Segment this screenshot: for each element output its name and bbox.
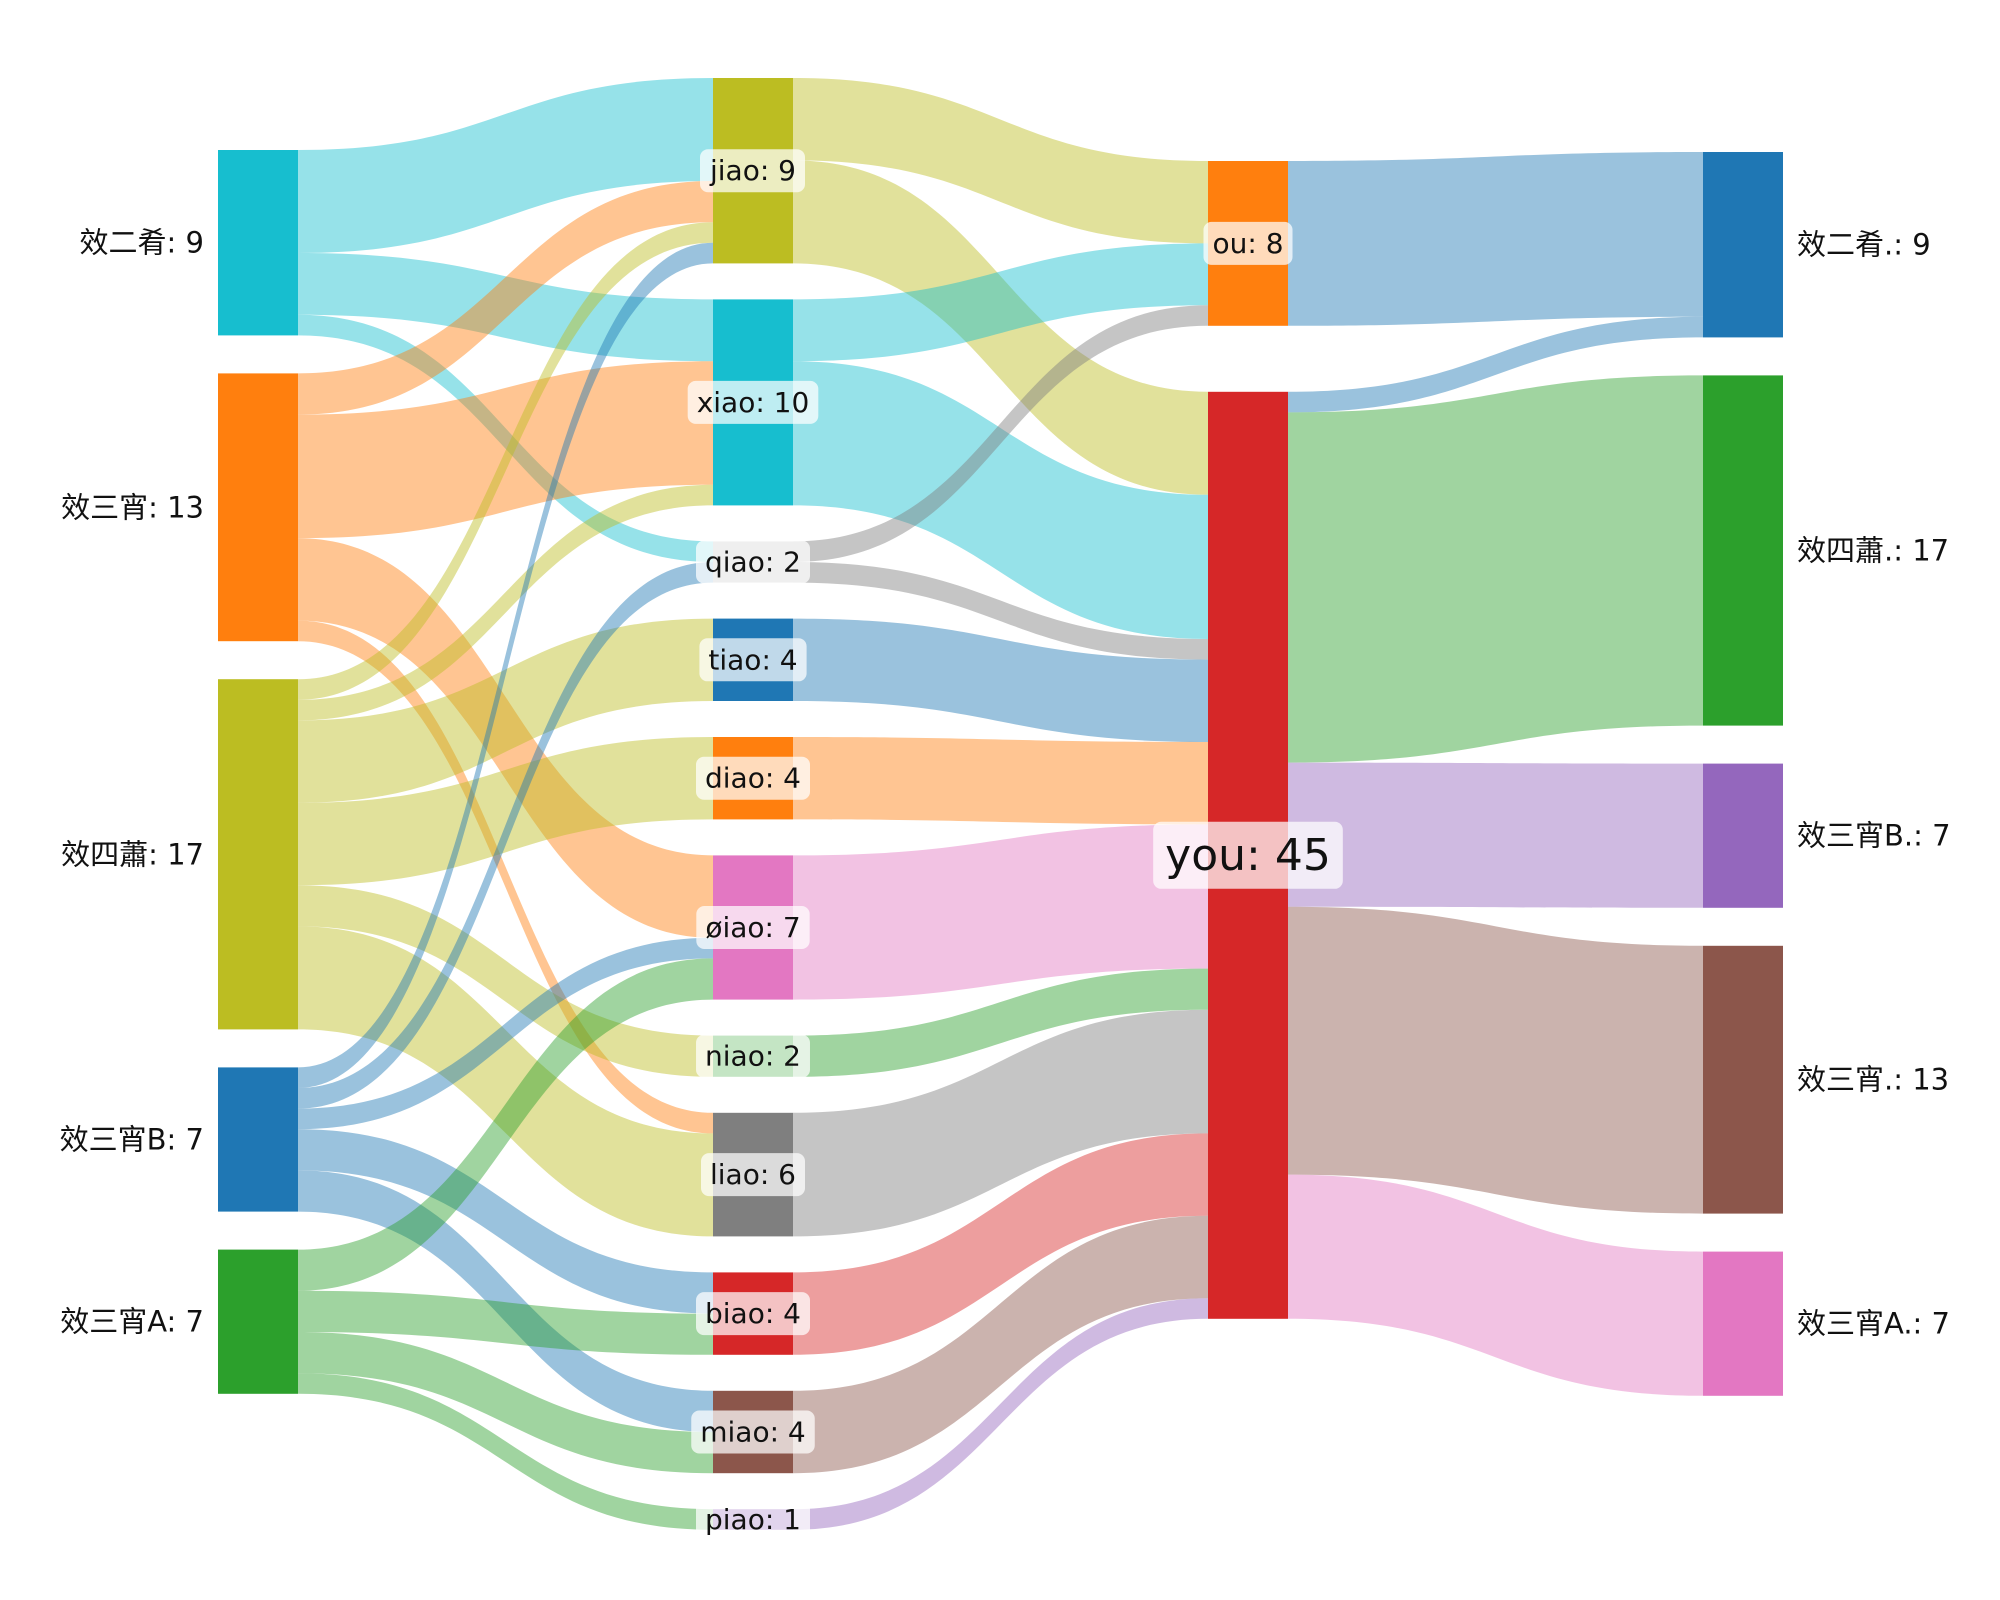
node-效四蕭 bbox=[218, 679, 298, 1030]
node-label-xiao: xiao: 10 bbox=[697, 386, 810, 419]
link-效三宵A-piao bbox=[298, 1373, 713, 1530]
link-效三宵B-øiao bbox=[298, 937, 713, 1130]
link-效四蕭-tiao bbox=[298, 618, 713, 803]
link-tiao-you bbox=[793, 618, 1208, 742]
node-效三宵 bbox=[218, 373, 298, 642]
link-ou-效二肴. bbox=[1288, 152, 1703, 326]
node-label-jiao: jiao: 9 bbox=[709, 154, 796, 187]
labels-layer: 效二肴: 9 效三宵: 13 效四蕭: 17 效三宵B: 7 效三宵A: 7 jiao: … bbox=[60, 149, 1951, 1541]
node-效三宵A. bbox=[1703, 1251, 1783, 1396]
node-label-效二肴.: 效二肴.: 9 bbox=[1797, 228, 1931, 262]
link-you-效二肴. bbox=[1288, 316, 1703, 413]
node-label-效三宵: 效三宵: 13 bbox=[61, 490, 204, 524]
node-label-bg-niao bbox=[696, 1034, 810, 1078]
link-qiao-you bbox=[793, 562, 1208, 660]
node-label-øiao: øiao: 7 bbox=[705, 911, 800, 944]
link-效三宵A-miao bbox=[298, 1332, 713, 1474]
link-效三宵-xiao bbox=[298, 361, 713, 539]
node-label-效三宵A: 效三宵A: 7 bbox=[60, 1305, 204, 1339]
node-label-bg-xiao bbox=[687, 380, 819, 424]
node-label-效三宵.: 效三宵.: 13 bbox=[1797, 1063, 1949, 1097]
node-label-bg-diao bbox=[696, 756, 810, 800]
node-效三宵B. bbox=[1703, 763, 1783, 908]
node-label-bg-you bbox=[1153, 821, 1343, 889]
node-效二肴. bbox=[1703, 152, 1783, 338]
link-效三宵B-jiao bbox=[298, 242, 713, 1089]
link-you-效三宵. bbox=[1288, 906, 1703, 1214]
link-you-效三宵A. bbox=[1288, 1174, 1703, 1396]
link-效三宵A-øiao bbox=[298, 958, 713, 1291]
link-you-效四蕭. bbox=[1288, 375, 1703, 763]
node-label-biao: biao: 4 bbox=[705, 1297, 801, 1330]
node-效三宵A bbox=[218, 1249, 298, 1394]
link-效三宵-jiao bbox=[298, 181, 713, 415]
link-效三宵B-qiao bbox=[298, 562, 713, 1109]
node-效三宵B bbox=[218, 1067, 298, 1212]
node-label-效三宵A.: 效三宵A.: 7 bbox=[1797, 1307, 1950, 1341]
node-效二肴 bbox=[218, 150, 298, 336]
node-label-ou: ou: 8 bbox=[1212, 227, 1283, 260]
node-效四蕭. bbox=[1703, 375, 1783, 726]
link-biao-you bbox=[793, 1133, 1208, 1355]
link-效三宵A-biao bbox=[298, 1290, 713, 1355]
node-label-bg-tiao bbox=[699, 638, 807, 682]
link-效四蕭-niao bbox=[298, 885, 713, 1077]
node-label-bg-miao bbox=[691, 1410, 815, 1454]
link-you-效三宵B. bbox=[1288, 762, 1703, 908]
node-label-bg-liao bbox=[701, 1153, 805, 1197]
link-qiao-ou bbox=[793, 305, 1208, 562]
node-label-piao: piao: 1 bbox=[705, 1503, 801, 1536]
node-label-liao: liao: 6 bbox=[710, 1158, 796, 1191]
node-label-qiao: qiao: 2 bbox=[705, 546, 801, 579]
link-miao-you bbox=[793, 1215, 1208, 1474]
node-label-效三宵B.: 效三宵B.: 7 bbox=[1797, 819, 1951, 853]
node-label-效三宵B: 效三宵B: 7 bbox=[60, 1123, 204, 1157]
link-效三宵-liao bbox=[298, 620, 713, 1134]
node-label-you: you: 45 bbox=[1165, 830, 1331, 881]
link-xiao-ou bbox=[793, 243, 1208, 362]
node-label-bg-ou bbox=[1203, 221, 1293, 265]
link-效四蕭-jiao bbox=[298, 222, 713, 700]
node-label-效四蕭.: 效四蕭.: 17 bbox=[1797, 534, 1949, 568]
node-label-tiao: tiao: 4 bbox=[708, 643, 797, 676]
node-label-bg-biao bbox=[696, 1292, 810, 1336]
link-jiao-you bbox=[793, 160, 1208, 495]
link-效四蕭-diao bbox=[298, 737, 713, 886]
link-效三宵B-miao bbox=[298, 1170, 713, 1432]
link-diao-you bbox=[793, 737, 1208, 825]
link-xiao-you bbox=[793, 361, 1208, 639]
node-label-bg-øiao bbox=[696, 906, 810, 949]
link-piao-you bbox=[793, 1298, 1208, 1530]
node-label-bg-piao bbox=[696, 1498, 810, 1541]
link-效二肴-qiao bbox=[298, 314, 713, 562]
links-layer bbox=[298, 78, 1703, 1530]
node-label-效二肴: 效二肴: 9 bbox=[80, 226, 204, 260]
link-niao-you bbox=[793, 968, 1208, 1077]
node-label-bg-qiao bbox=[696, 540, 810, 584]
link-效四蕭-liao bbox=[298, 926, 713, 1237]
link-效二肴-xiao bbox=[298, 253, 713, 362]
node-label-miao: miao: 4 bbox=[700, 1416, 806, 1449]
node-label-bg-jiao bbox=[700, 149, 805, 193]
node-label-效四蕭: 效四蕭: 17 bbox=[61, 837, 204, 871]
link-效四蕭-xiao bbox=[298, 484, 713, 721]
link-liao-you bbox=[793, 1009, 1208, 1237]
link-øiao-you bbox=[793, 824, 1208, 1000]
link-jiao-ou bbox=[793, 78, 1208, 244]
node-label-niao: niao: 2 bbox=[705, 1040, 801, 1073]
node-效三宵. bbox=[1703, 945, 1783, 1214]
link-效三宵-øiao bbox=[298, 538, 713, 938]
link-效三宵B-biao bbox=[298, 1129, 713, 1314]
node-label-diao: diao: 4 bbox=[705, 762, 801, 795]
link-效二肴-jiao bbox=[298, 78, 713, 253]
